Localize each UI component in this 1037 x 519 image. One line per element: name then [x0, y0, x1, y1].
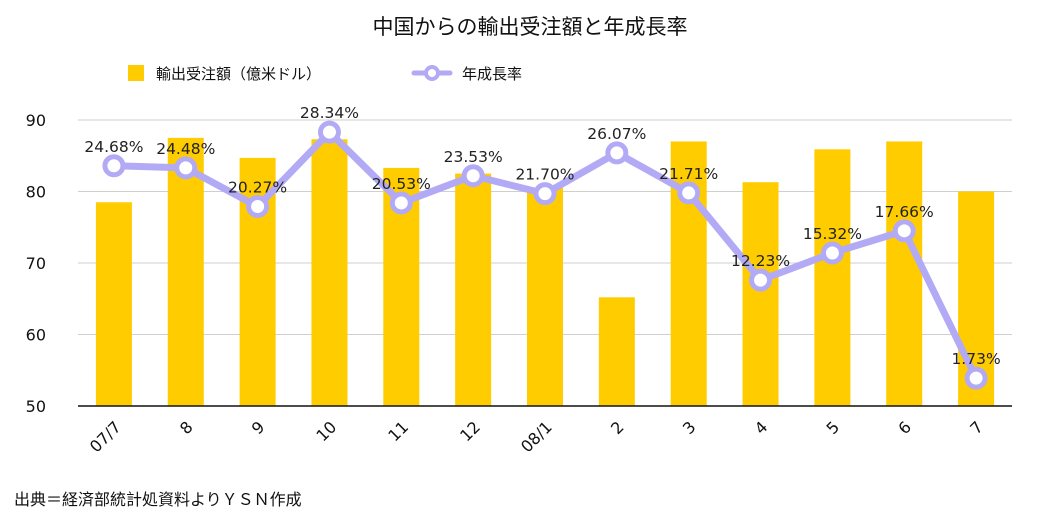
growth-point	[749, 268, 773, 292]
x-tick-label: 9	[248, 417, 269, 438]
bar	[455, 173, 492, 406]
growth-point	[820, 241, 844, 265]
x-tick-label: 07/7	[86, 417, 125, 456]
growth-data-label: 17.66%	[875, 203, 934, 221]
x-axis: 07/7 8 9 10 11 12 08/1 2 3 4 5 6 7	[86, 417, 987, 456]
growth-data-label: 21.71%	[659, 165, 718, 183]
growth-data-label: 20.27%	[228, 179, 287, 197]
x-tick-label: 5	[823, 417, 844, 438]
x-tick-label: 08/1	[517, 417, 556, 456]
source-note: 出典＝経済部統計処資料よりＹＳＮ作成	[14, 490, 302, 509]
legend-label-growth: 年成長率	[462, 65, 522, 83]
legend-swatch-orders	[128, 65, 144, 81]
growth-data-label: 28.34%	[300, 104, 359, 122]
bar	[814, 149, 851, 406]
bar	[311, 139, 348, 406]
x-tick-label: 3	[679, 417, 700, 438]
growth-line-series: 24.68% 24.48% 20.27% 28.34% 20.53% 23.53% 21.7…	[84, 104, 1001, 390]
growth-data-label: 20.53%	[372, 175, 431, 193]
bar	[95, 202, 132, 406]
bar	[598, 297, 635, 406]
growth-point	[964, 366, 988, 390]
growth-point	[389, 191, 413, 215]
y-axis: 50 60 70 80 90	[26, 111, 46, 416]
bar	[742, 182, 779, 406]
growth-point	[533, 182, 557, 206]
legend-marker-growth	[424, 65, 440, 81]
growth-data-label: 1.73%	[951, 350, 1000, 368]
growth-point	[102, 154, 126, 178]
growth-point	[605, 141, 629, 165]
growth-data-label: 21.70%	[515, 166, 574, 184]
growth-point	[892, 219, 916, 243]
x-tick-label: 7	[966, 417, 987, 438]
x-tick-label: 6	[894, 417, 915, 438]
growth-data-label: 24.48%	[156, 140, 215, 158]
y-tick-label: 90	[26, 111, 46, 130]
x-tick-label: 11	[384, 417, 412, 445]
growth-point	[174, 156, 198, 180]
growth-data-label: 12.23%	[731, 252, 790, 270]
x-tick-label: 4	[751, 417, 772, 438]
growth-point	[461, 164, 485, 188]
growth-data-label: 24.68%	[84, 138, 143, 156]
growth-data-label: 23.53%	[444, 148, 503, 166]
y-tick-label: 70	[26, 254, 46, 273]
legend-label-orders: 輸出受注額（億米ドル）	[156, 65, 321, 83]
bar	[886, 141, 923, 406]
y-tick-label: 80	[26, 183, 46, 202]
chart-title: 中国からの輸出受注額と年成長率	[373, 15, 688, 39]
growth-data-label: 15.32%	[803, 225, 862, 243]
bars	[95, 137, 995, 406]
bar	[527, 187, 563, 406]
bar	[167, 137, 204, 406]
growth-point	[317, 120, 341, 144]
x-tick-label: 8	[176, 417, 197, 438]
y-tick-label: 50	[26, 397, 46, 416]
x-tick-label: 12	[456, 417, 484, 445]
y-tick-label: 60	[26, 326, 46, 345]
growth-point	[246, 195, 270, 219]
x-tick-label: 2	[607, 417, 628, 438]
growth-data-label: 26.07%	[587, 125, 646, 143]
x-tick-label: 10	[312, 417, 340, 445]
growth-point	[677, 181, 701, 205]
